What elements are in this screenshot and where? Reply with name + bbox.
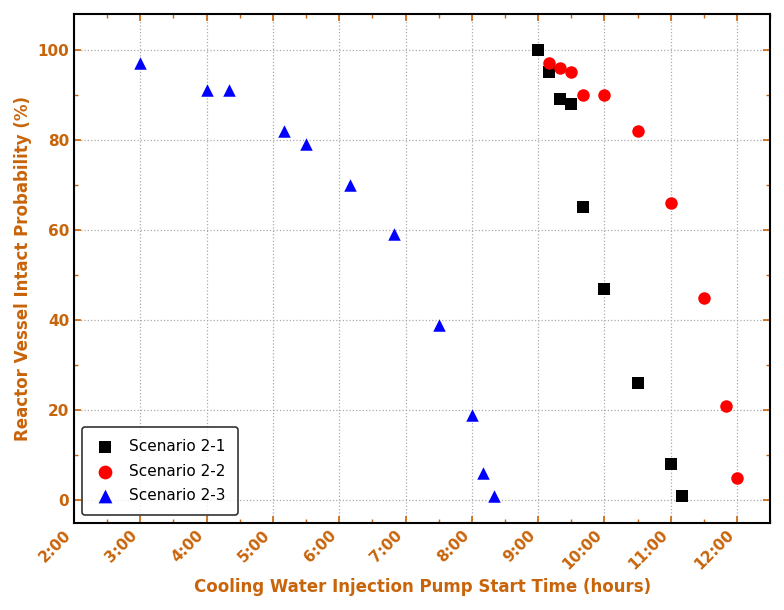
Scenario 2-2 bbox=[576, 90, 589, 100]
Scenario 2-2 bbox=[664, 198, 677, 208]
Scenario 2-2 bbox=[720, 401, 732, 411]
Scenario 2-1 bbox=[576, 203, 589, 212]
Scenario 2-1 bbox=[565, 99, 578, 109]
Scenario 2-2 bbox=[598, 90, 611, 100]
Scenario 2-3 bbox=[344, 180, 357, 190]
Scenario 2-3 bbox=[466, 410, 478, 420]
Scenario 2-2 bbox=[543, 59, 556, 68]
Scenario 2-2 bbox=[698, 293, 710, 303]
Scenario 2-3 bbox=[488, 490, 500, 500]
Scenario 2-1 bbox=[598, 284, 611, 293]
Scenario 2-1 bbox=[631, 378, 644, 388]
X-axis label: Cooling Water Injection Pump Start Time (hours): Cooling Water Injection Pump Start Time … bbox=[194, 578, 651, 596]
Scenario 2-2 bbox=[631, 126, 644, 136]
Y-axis label: Reactor Vessel Intact Probability (%): Reactor Vessel Intact Probability (%) bbox=[14, 96, 32, 441]
Scenario 2-1 bbox=[532, 45, 544, 55]
Scenario 2-3 bbox=[477, 468, 489, 478]
Scenario 2-3 bbox=[299, 140, 312, 149]
Scenario 2-2 bbox=[565, 68, 578, 77]
Legend: Scenario 2-1, Scenario 2-2, Scenario 2-3: Scenario 2-1, Scenario 2-2, Scenario 2-3 bbox=[82, 427, 238, 515]
Scenario 2-3 bbox=[134, 59, 147, 68]
Scenario 2-3 bbox=[222, 85, 234, 95]
Scenario 2-1 bbox=[664, 459, 677, 469]
Scenario 2-2 bbox=[554, 63, 566, 73]
Scenario 2-1 bbox=[543, 68, 556, 77]
Scenario 2-1 bbox=[554, 95, 566, 104]
Scenario 2-1 bbox=[676, 490, 688, 500]
Scenario 2-2 bbox=[731, 473, 743, 483]
Scenario 2-3 bbox=[433, 320, 445, 329]
Scenario 2-3 bbox=[388, 229, 401, 239]
Scenario 2-3 bbox=[278, 126, 290, 136]
Scenario 2-3 bbox=[201, 85, 213, 95]
